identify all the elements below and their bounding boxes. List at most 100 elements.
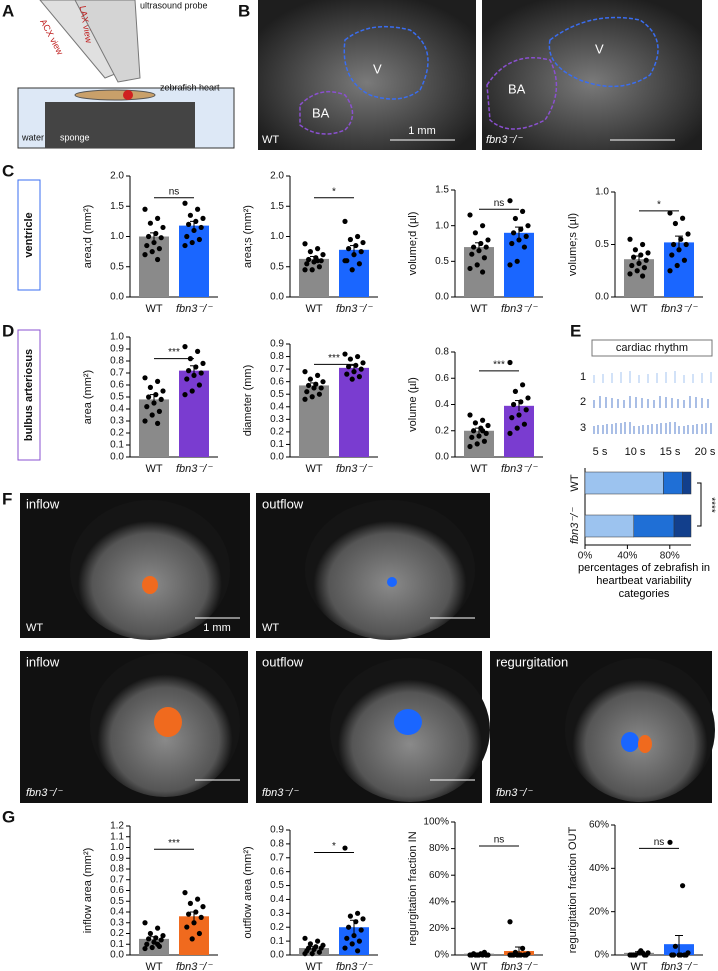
- data-point: [196, 930, 202, 937]
- label: 1 mm: [408, 125, 436, 137]
- data-point: [518, 399, 524, 405]
- panel-letter: E: [570, 321, 581, 340]
- y-tick-label: 1.1: [110, 831, 124, 842]
- data-point: [160, 224, 166, 231]
- y-tick-label: 0.1: [270, 439, 284, 450]
- data-point: [155, 215, 161, 221]
- tissue: [70, 500, 230, 640]
- y-axis-label: area;s (mm²): [242, 205, 254, 268]
- data-point: [342, 845, 348, 851]
- data-point: [149, 944, 155, 951]
- data-point: [146, 394, 152, 400]
- y-tick-label: 0.0: [110, 452, 124, 463]
- bar: [139, 236, 169, 297]
- x-tick-label: WT: [305, 961, 322, 971]
- data-point: [320, 252, 326, 258]
- label: inflow: [26, 654, 60, 669]
- x-tick-label: fbn3⁻/⁻: [501, 463, 538, 475]
- data-point: [518, 226, 524, 232]
- y-tick-label: 80%: [429, 843, 449, 854]
- x-tick-label: WT: [305, 463, 322, 475]
- data-point: [307, 249, 313, 255]
- data-point: [160, 933, 166, 939]
- data-point: [685, 231, 691, 237]
- y-tick-label: 1.0: [595, 187, 609, 198]
- data-point: [153, 230, 159, 237]
- y-tick-label: 0.2: [270, 922, 284, 933]
- data-point: [358, 366, 364, 372]
- label: zebrafish heart: [160, 82, 220, 92]
- data-point: [193, 909, 199, 915]
- panel-letter: B: [238, 1, 250, 20]
- ba-outline: [299, 90, 354, 135]
- data-point: [472, 230, 478, 236]
- data-point: [471, 428, 477, 434]
- x-tick-label: fbn3⁻/⁻: [176, 961, 213, 971]
- x-tick-label: WT: [470, 961, 487, 971]
- time-label: 15 s: [660, 446, 681, 458]
- data-point: [309, 267, 315, 273]
- panel-letter: G: [2, 807, 15, 826]
- heart: [123, 90, 133, 100]
- data-point: [302, 369, 308, 375]
- data-point: [355, 948, 361, 954]
- data-point: [155, 256, 161, 263]
- data-point: [186, 368, 192, 374]
- bar: [179, 225, 209, 297]
- data-point: [358, 249, 364, 255]
- data-point: [346, 246, 352, 252]
- significance: ns: [169, 186, 180, 197]
- data-point: [302, 267, 308, 273]
- label: V: [373, 61, 382, 76]
- data-point: [676, 952, 682, 958]
- data-point: [309, 951, 315, 957]
- data-point: [469, 251, 475, 257]
- x-tick-label: fbn3⁻/⁻: [336, 961, 373, 971]
- data-point: [200, 215, 206, 221]
- data-point: [182, 344, 188, 350]
- data-point: [346, 924, 352, 930]
- data-point: [200, 360, 206, 366]
- data-point: [186, 911, 192, 917]
- data-point: [355, 233, 361, 240]
- label: BA: [508, 81, 526, 96]
- data-point: [483, 244, 489, 250]
- bar-segment: [682, 471, 692, 495]
- x-tick-label: WT: [630, 303, 647, 315]
- data-point: [467, 265, 473, 272]
- data-point: [156, 408, 162, 414]
- y-tick-label: 0.8: [270, 351, 284, 362]
- flow: [154, 707, 182, 737]
- bar: [299, 258, 329, 297]
- y-tick-label: 0.4: [270, 401, 284, 412]
- tissue: [305, 500, 475, 640]
- y-axis-label: area;d (mm²): [82, 205, 94, 269]
- y-tick-label: 0.8: [435, 347, 449, 358]
- data-point: [346, 364, 352, 370]
- data-point: [142, 920, 148, 926]
- x-tick-label: WT: [470, 463, 487, 475]
- data-point: [669, 252, 675, 258]
- label: water: [21, 132, 44, 142]
- data-point: [158, 396, 164, 402]
- y-tick-label: 40%: [589, 863, 609, 874]
- data-point: [669, 952, 675, 958]
- y-tick-label: 1.0: [270, 231, 284, 242]
- data-point: [469, 434, 475, 440]
- data-point: [342, 351, 348, 357]
- y-tick-label: 0.9: [110, 344, 124, 355]
- data-point: [681, 257, 688, 263]
- y-tick-label: 0.5: [270, 389, 284, 400]
- x-tick-label: WT: [470, 303, 487, 315]
- data-point: [191, 372, 197, 378]
- data-point: [480, 223, 486, 229]
- data-point: [514, 952, 520, 958]
- data-point: [160, 388, 166, 394]
- data-point: [315, 372, 321, 378]
- data-point: [316, 264, 322, 270]
- data-point: [351, 252, 357, 258]
- y-axis-label: regurgitation fraction OUT: [567, 826, 579, 953]
- x-tick-label: fbn3⁻/⁻: [176, 463, 213, 475]
- data-point: [318, 258, 324, 264]
